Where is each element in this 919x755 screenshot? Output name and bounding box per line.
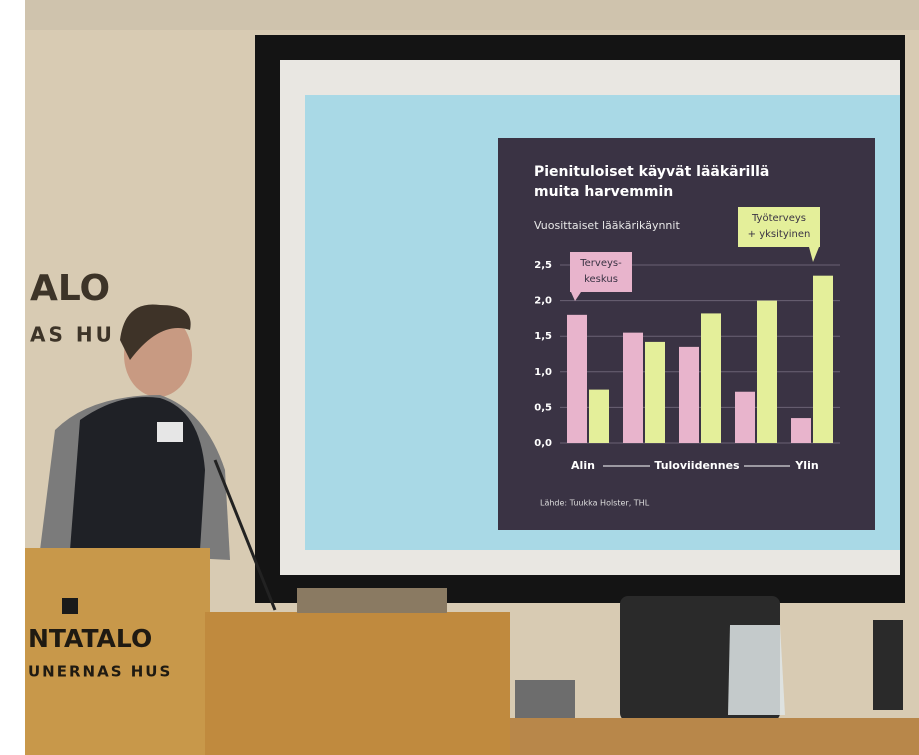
x-axis-label: Ylin bbox=[794, 459, 818, 472]
desk bbox=[205, 612, 510, 755]
bar bbox=[589, 390, 609, 443]
bar bbox=[567, 315, 587, 443]
bar bbox=[791, 418, 811, 443]
y-tick-label: 2,0 bbox=[534, 296, 552, 307]
chair bbox=[873, 620, 903, 710]
table bbox=[510, 718, 919, 755]
chart-title: muita harvemmin bbox=[534, 184, 673, 200]
bar bbox=[735, 392, 755, 443]
chart-subtitle: Vuosittaiset lääkärikäynnit bbox=[534, 219, 680, 232]
legend-label: Terveys- bbox=[579, 258, 622, 269]
y-tick-label: 0,5 bbox=[534, 402, 552, 413]
bar bbox=[623, 333, 643, 443]
y-tick-label: 0,0 bbox=[534, 438, 552, 449]
wall-sign: AS HU bbox=[30, 323, 115, 347]
bar bbox=[645, 342, 665, 443]
y-tick-label: 2,5 bbox=[534, 260, 552, 271]
x-axis-label: Alin bbox=[571, 459, 595, 472]
device bbox=[515, 680, 575, 718]
logo bbox=[62, 598, 78, 614]
legend-label: keskus bbox=[584, 274, 618, 285]
podium-sign: UNERNAS HUS bbox=[28, 663, 172, 681]
page: ALO AS HU NTATALO UNERNAS HUS Pienituloi… bbox=[0, 0, 919, 755]
podium-sign: NTATALO bbox=[28, 624, 152, 653]
bar bbox=[679, 347, 699, 443]
y-tick-label: 1,5 bbox=[534, 331, 552, 342]
x-axis-label: Tuloviidennes bbox=[654, 459, 740, 472]
photo: ALO AS HU NTATALO UNERNAS HUS Pienituloi… bbox=[0, 0, 919, 755]
chart-title: Pienituloiset käyvät lääkärillä bbox=[534, 164, 769, 180]
ceiling bbox=[25, 0, 919, 30]
name-badge bbox=[157, 422, 183, 442]
y-tick-label: 1,0 bbox=[534, 367, 552, 378]
legend-label: + yksityinen bbox=[748, 229, 811, 240]
wall-sign: ALO bbox=[30, 268, 110, 309]
bar bbox=[757, 301, 777, 443]
bar bbox=[813, 276, 833, 443]
legend-label: Työterveys bbox=[751, 213, 806, 224]
source: Lähde: Tuukka Holster, THL bbox=[540, 499, 650, 508]
vest bbox=[70, 397, 205, 550]
bar bbox=[701, 313, 721, 443]
laptop bbox=[297, 588, 447, 613]
pitcher bbox=[728, 625, 785, 715]
